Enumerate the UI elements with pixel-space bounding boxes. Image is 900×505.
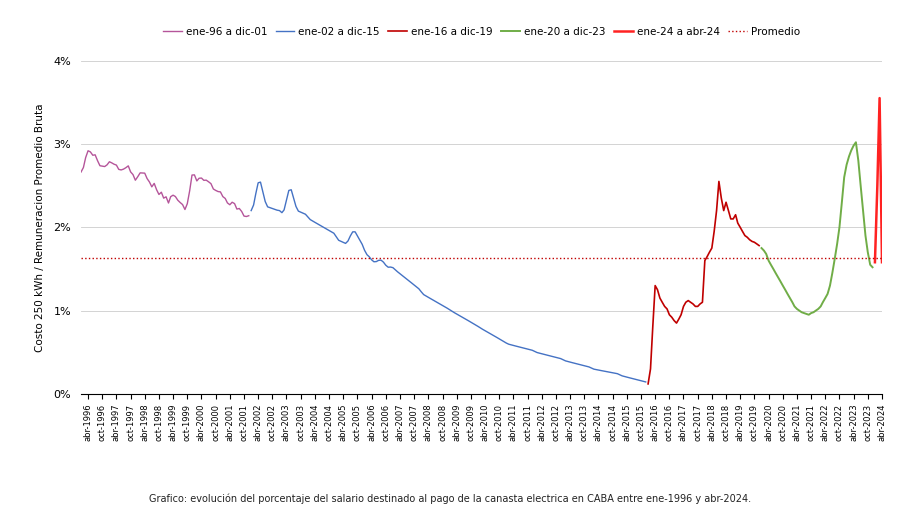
Y-axis label: Costo 250 kWh / Remuneracion Promedio Bruta: Costo 250 kWh / Remuneracion Promedio Br… [35, 103, 45, 351]
Line: ene-20 a dic-23: ene-20 a dic-23 [761, 142, 872, 315]
Line: ene-16 a dic-19: ene-16 a dic-19 [648, 181, 759, 384]
Line: ene-24 a abr-24: ene-24 a abr-24 [875, 98, 882, 262]
Text: Grafico: evolución del porcentaje del salario destinado al pago de la canasta el: Grafico: evolución del porcentaje del sa… [148, 494, 751, 504]
Line: ene-02 a dic-15: ene-02 a dic-15 [251, 182, 645, 382]
Line: ene-96 a dic-01: ene-96 a dic-01 [81, 151, 248, 217]
Legend: ene-96 a dic-01, ene-02 a dic-15, ene-16 a dic-19, ene-20 a dic-23, ene-24 a abr: ene-96 a dic-01, ene-02 a dic-15, ene-16… [158, 23, 805, 41]
